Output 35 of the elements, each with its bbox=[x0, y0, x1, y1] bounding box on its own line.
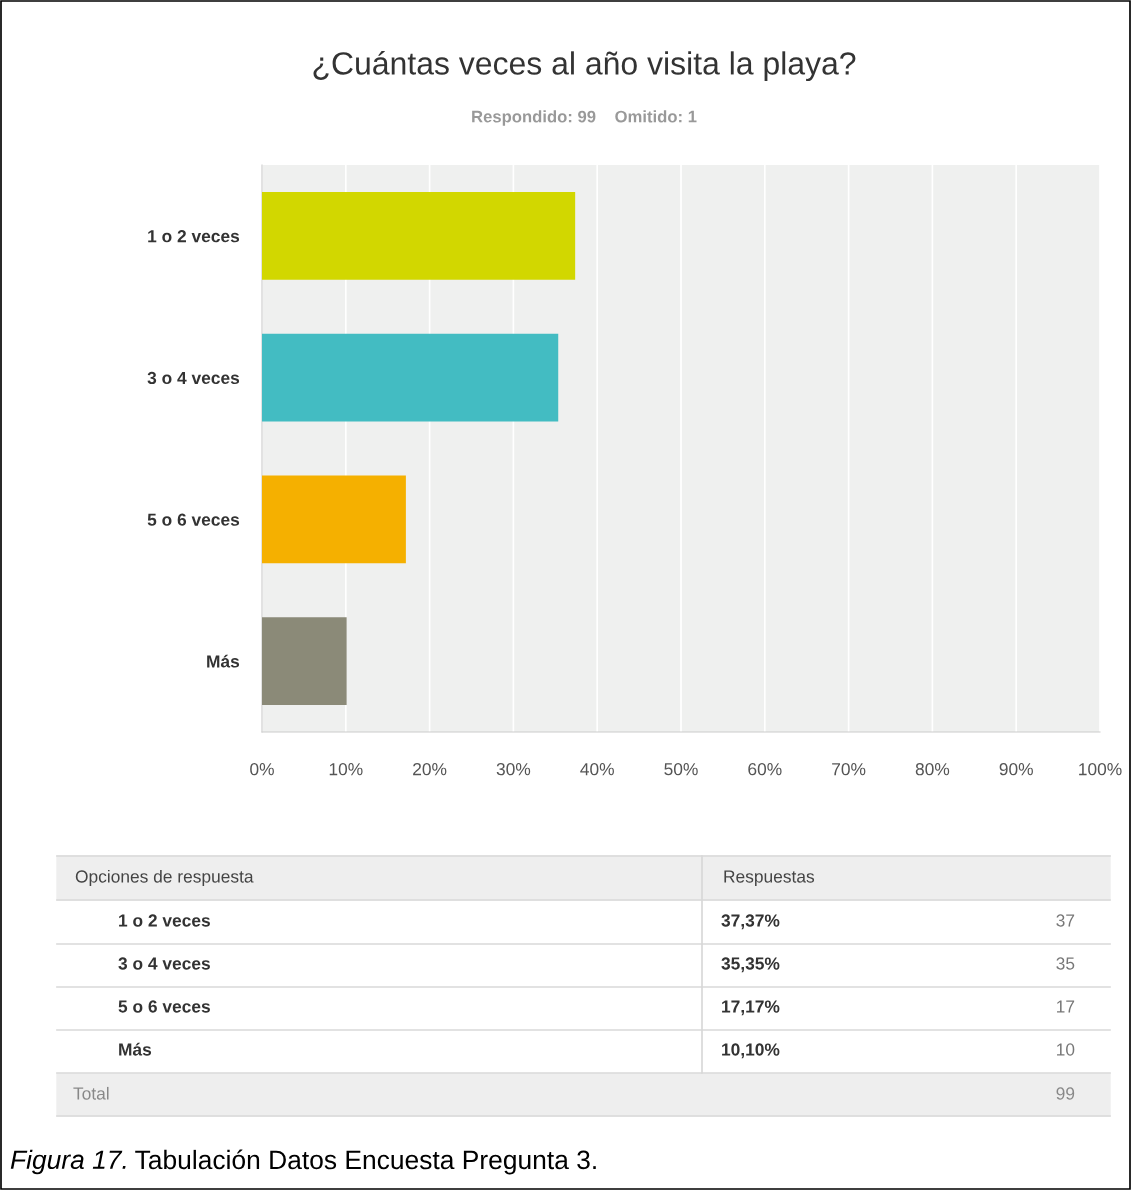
chart-title: ¿Cuántas veces al año visita la playa? bbox=[313, 50, 856, 82]
chart-subtitle: Respondido: 99 Omitido: 1 bbox=[472, 110, 697, 126]
text: 17,17% bbox=[722, 1000, 780, 1016]
text: Total bbox=[73, 1086, 109, 1100]
x-tick-label: 70% bbox=[832, 763, 866, 776]
x-tick-label: 0% bbox=[250, 763, 274, 776]
text: 10 bbox=[1057, 1043, 1075, 1056]
text: Figura 17. bbox=[10, 1149, 126, 1175]
text: Opciones de respuesta bbox=[75, 869, 254, 887]
x-tick-label: 50% bbox=[664, 763, 698, 776]
x-tick-label: 80% bbox=[915, 763, 950, 776]
category-label: 5 o 6 veces bbox=[118, 1000, 210, 1013]
text: 37 bbox=[1056, 914, 1075, 927]
x-tick-label: 40% bbox=[580, 763, 614, 776]
y-tick-label: 5 o 6 veces bbox=[147, 513, 240, 526]
text: 35,35% bbox=[721, 957, 780, 973]
y-tick-label: 1 o 2 veces bbox=[148, 230, 240, 243]
text: 10,10% bbox=[722, 1043, 780, 1059]
text: 99 bbox=[1056, 1087, 1075, 1100]
text: 35 bbox=[1056, 957, 1075, 970]
text: 37,37% bbox=[721, 914, 780, 930]
text: Tabulación Datos Encuesta Pregunta 3. bbox=[135, 1149, 596, 1175]
x-tick-label: 60% bbox=[748, 763, 782, 776]
y-tick-label: Más bbox=[207, 654, 240, 668]
text: Respuestas bbox=[724, 870, 815, 887]
text: 17 bbox=[1057, 1000, 1075, 1013]
x-tick-label: 30% bbox=[496, 763, 531, 776]
x-tick-label: 20% bbox=[413, 763, 447, 776]
x-tick-label: 10% bbox=[329, 763, 363, 776]
x-tick-label: 100% bbox=[1079, 763, 1122, 776]
category-label: 3 o 4 veces bbox=[118, 957, 210, 970]
category-label: Más bbox=[119, 1042, 152, 1056]
category-label: 1 o 2 veces bbox=[119, 914, 210, 927]
y-tick-label: 3 o 4 veces bbox=[147, 371, 240, 385]
x-tick-label: 90% bbox=[999, 763, 1033, 776]
